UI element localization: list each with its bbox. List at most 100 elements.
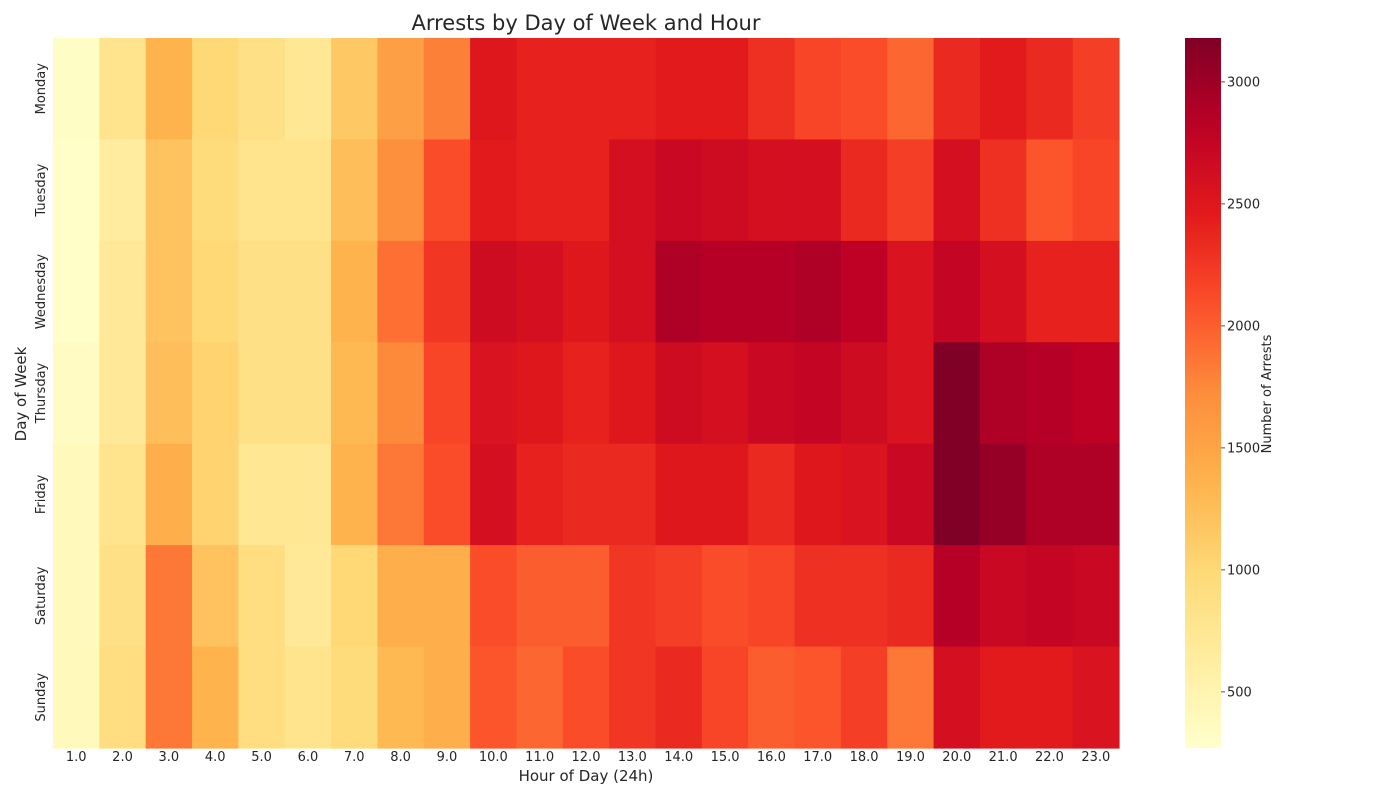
heatmap-cell <box>423 139 471 242</box>
heatmap-cell <box>331 240 379 343</box>
heatmap-cell <box>423 38 471 141</box>
heatmap-cell <box>979 443 1027 546</box>
heatmap-cell <box>609 342 657 445</box>
y-tick-label: Tuesday <box>34 163 49 217</box>
y-tick-label: Thursday <box>34 362 49 424</box>
heatmap-cell <box>794 139 842 242</box>
heatmap-cell <box>840 342 888 445</box>
colorbar-tick-label: 500 <box>1227 685 1252 700</box>
heatmap-cell <box>609 545 657 648</box>
x-axis-ticks: 1.0 2.0 3.0 4.0 5.0 6.0 7.0 8.0 9.0 10.0 11.0 12.0 1… <box>66 750 1110 765</box>
chart-title: Arrests by Day of Week and Hour <box>412 11 761 35</box>
heatmap-cell <box>470 646 518 749</box>
heatmap-cell <box>99 545 147 648</box>
heatmap-cell <box>516 240 564 343</box>
x-tick-label: 6.0 <box>298 750 319 765</box>
heatmap-cell <box>53 545 100 648</box>
x-tick-label: 18.0 <box>850 750 879 765</box>
heatmap-cell <box>470 139 518 242</box>
colorbar-ticks: 500 1000 1500 2000 2500 3000 <box>1221 75 1260 700</box>
heatmap-cell <box>933 38 981 141</box>
heatmap-cell <box>655 38 703 141</box>
y-tick-label: Wednesday <box>34 254 49 330</box>
heatmap-cell <box>701 443 749 546</box>
x-tick-label: 13.0 <box>618 750 647 765</box>
heatmap-cell <box>53 139 100 242</box>
heatmap-cell <box>331 646 379 749</box>
heatmap-cell <box>238 38 286 141</box>
heatmap-cell <box>748 342 796 445</box>
heatmap-cell <box>1026 240 1074 343</box>
heatmap-cell <box>238 646 286 749</box>
heatmap-cell <box>53 342 100 445</box>
heatmap-cell <box>53 38 100 141</box>
heatmap-cell <box>701 38 749 141</box>
colorbar-tick-label: 2500 <box>1227 197 1260 212</box>
heatmap-cell <box>516 545 564 648</box>
heatmap-cell <box>840 240 888 343</box>
heatmap-cell <box>933 342 981 445</box>
heatmap-cell <box>655 139 703 242</box>
heatmap-cell <box>933 646 981 749</box>
heatmap-cell <box>887 646 935 749</box>
heatmap-cell <box>748 443 796 546</box>
heatmap-cell <box>1072 646 1120 749</box>
heatmap-cell <box>840 139 888 242</box>
x-tick-label: 20.0 <box>942 750 971 765</box>
heatmap-cell <box>284 342 332 445</box>
heatmap-cell <box>609 443 657 546</box>
heatmap-cell <box>377 545 425 648</box>
colorbar-label: Number of Arrests <box>1260 334 1275 453</box>
heatmap-cell <box>655 240 703 343</box>
heatmap-cell <box>840 545 888 648</box>
heatmap-cell <box>933 139 981 242</box>
x-tick-label: 5.0 <box>251 750 272 765</box>
heatmap-cell <box>979 545 1027 648</box>
heatmap-cell <box>840 38 888 141</box>
heatmap-cells <box>53 38 1120 749</box>
heatmap-cell <box>377 139 425 242</box>
heatmap-cell <box>377 342 425 445</box>
x-tick-label: 2.0 <box>112 750 133 765</box>
heatmap-cell <box>53 646 100 749</box>
heatmap-cell <box>1072 38 1120 141</box>
heatmap-cell <box>99 646 147 749</box>
heatmap-cell <box>145 545 193 648</box>
heatmap-cell <box>1026 342 1074 445</box>
heatmap-cell <box>331 545 379 648</box>
heatmap-cell <box>53 443 100 546</box>
x-tick-label: 14.0 <box>664 750 693 765</box>
colorbar-tick-label: 3000 <box>1227 75 1260 90</box>
heatmap-cell <box>794 443 842 546</box>
heatmap-cell <box>145 240 193 343</box>
heatmap-cell <box>1072 342 1120 445</box>
heatmap-cell <box>794 545 842 648</box>
x-tick-label: 11.0 <box>525 750 554 765</box>
heatmap-cell <box>1072 139 1120 242</box>
heatmap-cell <box>933 443 981 546</box>
heatmap-cell <box>99 342 147 445</box>
heatmap-cell <box>1026 646 1074 749</box>
heatmap-cell <box>99 139 147 242</box>
heatmap-cell <box>284 139 332 242</box>
heatmap-cell <box>238 240 286 343</box>
heatmap-cell <box>562 342 610 445</box>
heatmap-cell <box>933 240 981 343</box>
x-tick-label: 7.0 <box>344 750 365 765</box>
heatmap-cell <box>192 443 239 546</box>
x-tick-label: 15.0 <box>711 750 740 765</box>
colorbar-tick-label: 1500 <box>1227 441 1260 456</box>
heatmap-cell <box>470 342 518 445</box>
heatmap-cell <box>748 139 796 242</box>
heatmap-cell <box>470 38 518 141</box>
heatmap-cell <box>979 38 1027 141</box>
heatmap-cell <box>609 240 657 343</box>
heatmap-cell <box>238 342 286 445</box>
heatmap-cell <box>145 342 193 445</box>
x-tick-label: 1.0 <box>66 750 87 765</box>
heatmap-cell <box>562 240 610 343</box>
heatmap-cell <box>377 646 425 749</box>
heatmap-cell <box>470 545 518 648</box>
heatmap-cell <box>516 443 564 546</box>
heatmap-cell <box>1072 240 1120 343</box>
